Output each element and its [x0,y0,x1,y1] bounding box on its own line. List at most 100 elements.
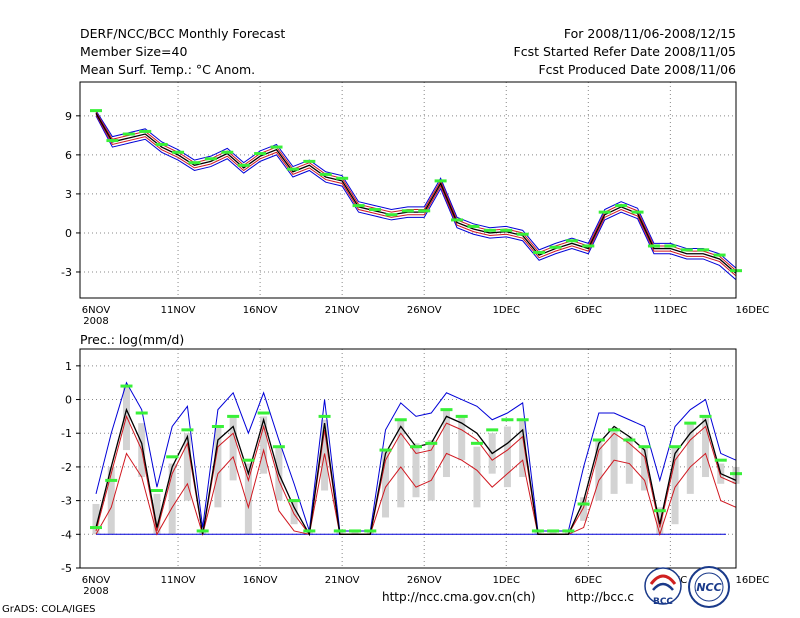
prec-green-marker [333,529,346,533]
prec-spread-bar [671,446,679,525]
prec-spread-bar [610,429,618,494]
temp-ytick-label: 3 [65,188,72,201]
ncc-url[interactable]: http://ncc.cma.gov.cn(ch) [382,590,536,604]
temp-blue-lower-line [95,115,737,281]
temp-xtick-label: 6DEC [575,305,602,316]
temp-green-marker [713,253,726,257]
prec-green-marker [638,445,651,449]
prec-green-marker [592,438,605,442]
prec-xtick-label: 6NOV [82,575,111,586]
temp-green-marker [631,210,644,214]
temp-green-marker [90,109,102,113]
forecast-produced-date: Fcst Produced Date 2008/11/06 [538,62,736,77]
prec-spread-bar [351,530,359,535]
prec-green-marker [501,418,514,422]
temp-blue-upper-line [95,110,737,269]
prec-spread-bar [229,416,237,481]
temp-xtick-label: 21NOV [325,305,360,316]
temp-green-marker [336,176,349,180]
temp-red-upper-line [95,111,737,272]
temp-green-marker [188,161,201,165]
temp-green-marker [155,142,168,146]
variable-label: Mean Surf. Temp.: °C Anom. [80,62,256,77]
temp-green-marker [451,218,464,222]
prec-spread-bar [580,497,588,521]
prec-green-marker [181,428,194,432]
prec-green-marker [105,478,118,482]
prec-spread-bar [397,419,405,508]
prec-spread-bar [549,530,557,535]
temp-green-marker [270,145,283,149]
prec-green-marker [318,414,331,418]
temp-ytick-label: 0 [65,227,72,240]
ncc-logo: NCC [688,566,730,608]
temp-green-marker [237,163,250,167]
temp-plot-frame [79,81,737,299]
prec-xtick-label: 1DEC [493,575,520,586]
temp-green-marker [254,152,267,156]
temp-green-marker [106,139,119,143]
temp-xtick-label: 26NOV [407,305,442,316]
prec-green-marker [425,441,438,445]
prec-spread-bar [168,463,176,535]
prec-green-marker [577,502,590,506]
prec-green-marker [211,424,224,428]
prec-spread-bar [503,426,511,488]
temp-ytick-label: 6 [65,149,72,162]
prec-green-marker [531,529,544,533]
prec-spread-bar [107,466,115,535]
prec-spread-bar [244,463,252,535]
prec-green-marker [90,526,102,530]
prec-green-marker [516,418,529,422]
forecast-started-date: Fcst Started Refer Date 2008/11/05 [513,44,737,59]
prec-green-marker [364,529,377,533]
temp-green-marker [172,150,185,154]
prec-green-marker [135,411,148,415]
bcc-url[interactable]: http://bcc.c [566,590,634,604]
prec-xtick-label: 16NOV [243,575,278,586]
prec-green-marker [562,529,575,533]
temp-green-marker [647,244,660,248]
prec-ytick-label: -2 [61,461,72,474]
temp-green-marker [549,245,562,249]
prec-spread-bar [290,500,298,525]
prec-spread-bar [382,450,390,518]
prec-spread-bar [625,436,633,484]
prec-spread-bar [427,439,435,501]
temp-xtick-label: 16DEC [736,305,770,316]
temp-green-marker [467,224,480,228]
temp-green-marker [697,248,710,252]
temp-green-marker [483,228,496,232]
temp-green-marker [565,239,578,243]
prec-spread-bar [260,416,268,474]
prec-xtick-label: 26NOV [407,575,442,586]
prec-green-marker [653,509,666,513]
temp-xtick-label: 1DEC [493,305,520,316]
prec-green-marker [349,529,362,533]
temp-xtick-label: 16NOV [243,305,278,316]
prec-green-marker [684,421,697,425]
prec-ytick-label: 0 [65,394,72,407]
prec-green-marker [669,445,682,449]
temp-xtick-label: 6NOV [82,305,111,316]
bcc-logo: BCC [644,567,682,607]
prec-xtick-label: 16DEC [736,575,770,586]
prec-ytick-label: -5 [61,562,72,575]
temp-green-marker [401,209,414,213]
temp-green-marker [500,228,513,232]
prec-spread-bar [686,423,694,494]
prec-xtick-year: 2008 [83,586,108,597]
prec-green-marker [379,448,392,452]
prec-ytick-label: 1 [65,360,72,373]
prec-green-marker [150,489,163,493]
prec-green-marker [714,458,727,462]
forecast-period: For 2008/11/06-2008/12/15 [563,26,736,41]
temp-green-marker [664,244,677,248]
prec-xtick-label: 6DEC [575,575,602,586]
prec-green-marker [272,445,285,449]
prec-spread-bar [641,446,649,491]
prec-green-marker [608,428,621,432]
temp-green-marker [122,132,135,136]
ncc-logo-text: NCC [696,581,721,594]
